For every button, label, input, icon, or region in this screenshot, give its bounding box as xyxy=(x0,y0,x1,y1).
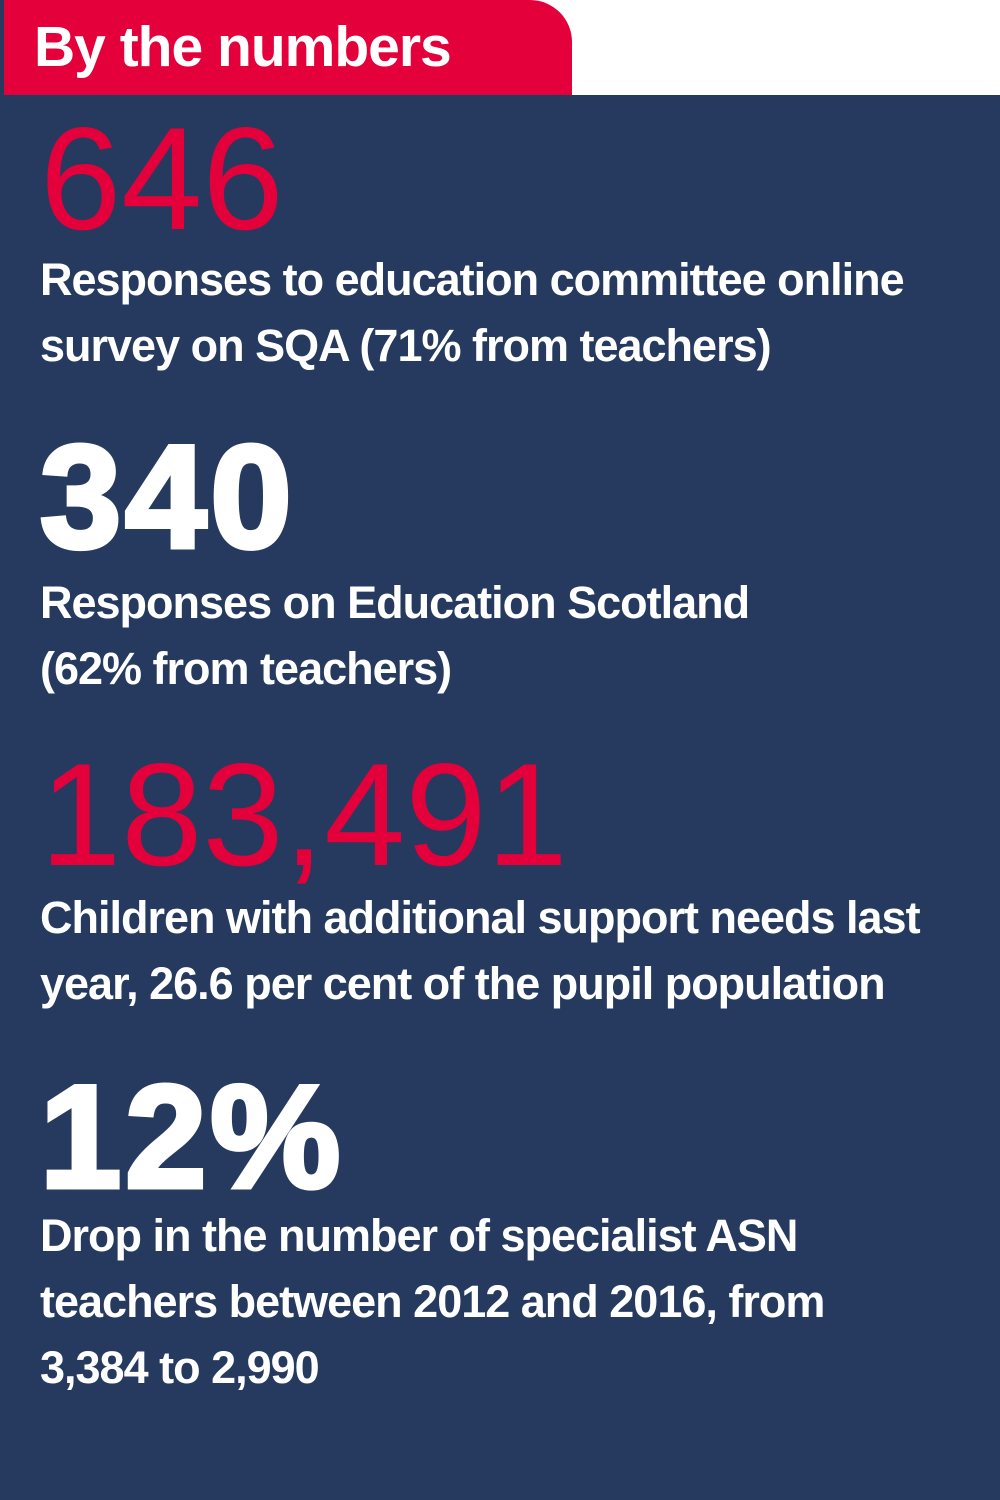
stat-value-education-scotland-responses: 340 xyxy=(38,415,296,578)
stat-value-children-support-needs: 183,491 xyxy=(40,733,568,896)
stat-value-asn-teacher-drop: 12% xyxy=(37,1055,345,1218)
stat-description-children-support-needs: Children with additional support needs l… xyxy=(40,892,921,1009)
stat-description-survey-responses: Responses to education committee online … xyxy=(40,254,905,371)
stat-description-education-scotland-responses: Responses on Education Scotland (62% fro… xyxy=(40,577,750,694)
stat-description-asn-teacher-drop: Drop in the number of specialist ASN tea… xyxy=(40,1210,825,1393)
stat-value-survey-responses: 646 xyxy=(40,97,284,260)
header-banner: By the numbers xyxy=(4,0,572,95)
page-title: By the numbers xyxy=(34,15,452,79)
